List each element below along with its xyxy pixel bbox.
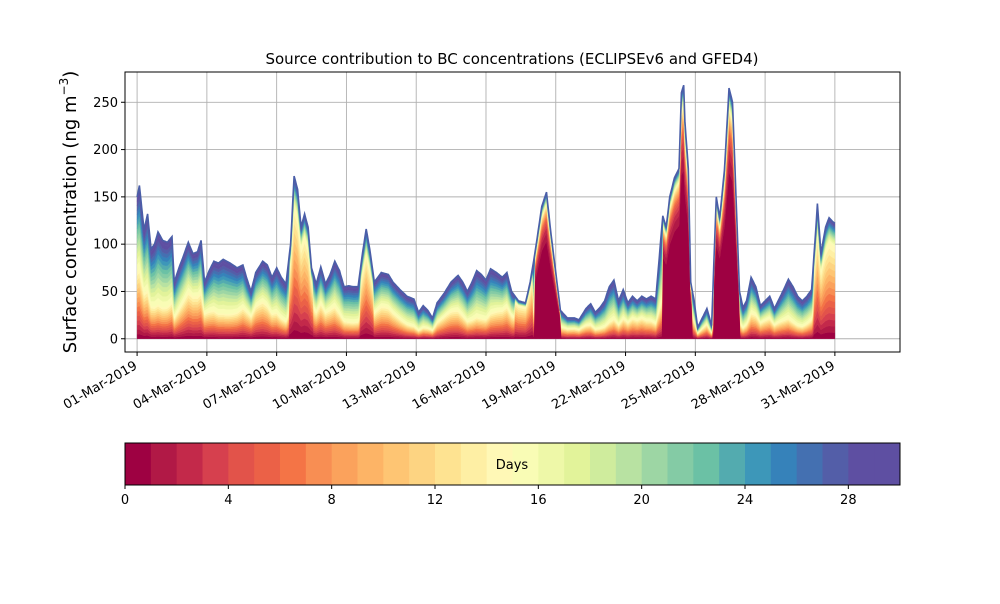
x-tick-label: 31-Mar-2019 <box>759 358 838 412</box>
total-envelope-line <box>136 84 836 331</box>
colorbar-tick-label: 28 <box>840 493 857 508</box>
x-tick-label: 19-Mar-2019 <box>480 358 559 412</box>
colorbar-cell <box>254 443 281 485</box>
x-tick-label: 13-Mar-2019 <box>340 358 419 412</box>
y-tick-label: 50 <box>101 285 118 300</box>
colorbar-cell <box>615 443 643 485</box>
colorbar-cell <box>848 443 875 485</box>
colorbar-ticks: 0 4 8 12 16 20 24 28 <box>121 485 857 508</box>
colorbar-cell <box>383 443 410 485</box>
y-tick-label: 150 <box>93 190 118 205</box>
y-tick-label: 250 <box>93 96 118 111</box>
colorbar-cell <box>667 443 694 485</box>
colorbar-cell <box>745 443 772 485</box>
x-tick-label: 01-Mar-2019 <box>61 358 140 412</box>
x-axis-ticks: 01-Mar-201904-Mar-201907-Mar-201910-Mar-… <box>61 352 838 413</box>
x-tick-label: 28-Mar-2019 <box>689 358 768 412</box>
colorbar-cell <box>460 443 488 485</box>
colorbar-cell <box>564 443 591 485</box>
colorbar-cell <box>874 443 901 485</box>
colorbar-cell <box>822 443 849 485</box>
colorbar-cell <box>512 443 539 485</box>
x-tick-label: 25-Mar-2019 <box>619 358 698 412</box>
colorbar-cell <box>409 443 436 485</box>
colorbar-cell <box>641 443 668 485</box>
y-tick-label: 0 <box>110 332 118 347</box>
colorbar-cell <box>770 443 798 485</box>
colorbar-tick-label: 20 <box>633 493 650 508</box>
plot-frame <box>124 71 901 353</box>
colorbar-cell <box>486 443 513 485</box>
colorbar-cell <box>590 443 617 485</box>
colorbar: Days 0 4 8 12 16 20 24 28 <box>121 442 901 508</box>
colorbar-cell <box>435 443 462 485</box>
colorbar-cell <box>125 443 152 485</box>
colorbar-cell <box>280 443 307 485</box>
y-tick-label: 100 <box>93 238 118 253</box>
colorbar-cell <box>331 443 358 485</box>
colorbar-cell <box>357 443 384 485</box>
colorbar-tick-label: 0 <box>121 493 129 508</box>
colorbar-cell <box>719 443 746 485</box>
x-tick-label: 07-Mar-2019 <box>201 358 280 412</box>
y-axis-ticks: 0 50 100 150 200 250 <box>93 96 125 347</box>
colorbar-tick-label: 24 <box>737 493 754 508</box>
chart-title: Source contribution to BC concentrations… <box>265 50 758 68</box>
y-axis-label-main: Surface concentration (ng m <box>60 95 81 353</box>
x-tick-label: 16-Mar-2019 <box>410 358 489 412</box>
colorbar-cells <box>125 443 901 485</box>
colorbar-cell <box>176 443 203 485</box>
colorbar-cell <box>202 443 229 485</box>
colorbar-frame <box>124 442 901 486</box>
y-axis-label: Surface concentration (ng m−3) <box>57 71 81 354</box>
colorbar-cell <box>796 443 823 485</box>
colorbar-cell <box>538 443 565 485</box>
colorbar-tick-label: 16 <box>530 493 547 508</box>
colorbar-cell <box>228 443 255 485</box>
x-tick-label: 04-Mar-2019 <box>131 358 210 412</box>
colorbar-cell <box>150 443 178 485</box>
x-tick-label: 10-Mar-2019 <box>270 358 349 412</box>
colorbar-label: Days <box>496 458 529 473</box>
colorbar-cell <box>693 443 720 485</box>
x-tick-label: 22-Mar-2019 <box>549 358 628 412</box>
plot-area: 0 50 100 150 200 250 01-Mar-201904-Mar-201907… <box>61 71 901 413</box>
colorbar-tick-label: 8 <box>328 493 336 508</box>
colorbar-tick-label: 12 <box>427 493 444 508</box>
y-axis-label-close: ) <box>60 71 81 78</box>
colorbar-tick-label: 4 <box>224 493 232 508</box>
colorbar-cell <box>305 443 333 485</box>
y-tick-label: 200 <box>93 143 118 158</box>
stacked-areas <box>136 85 836 339</box>
y-axis-label-exponent: −3 <box>57 78 71 96</box>
total-outline <box>136 84 836 331</box>
